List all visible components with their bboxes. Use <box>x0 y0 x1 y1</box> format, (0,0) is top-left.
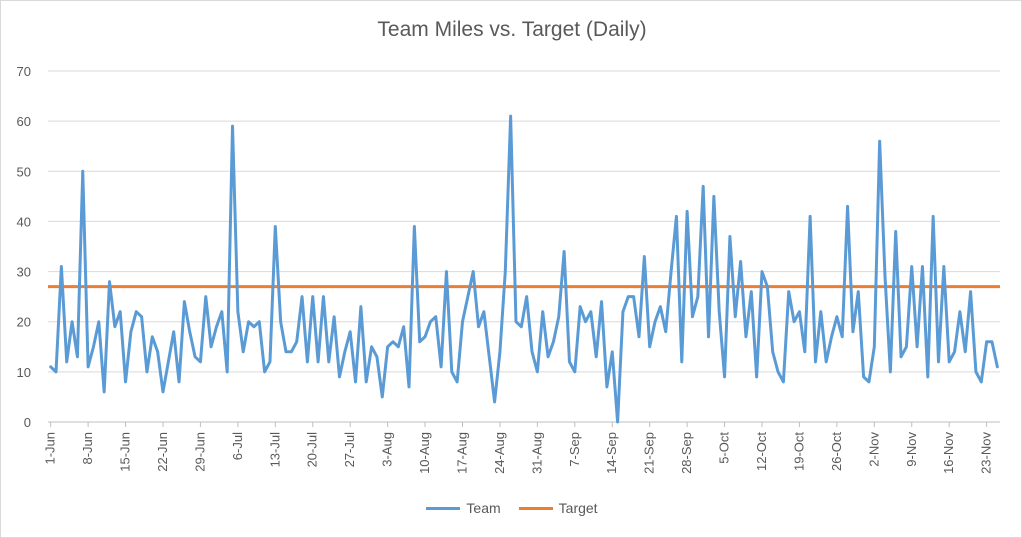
x-tick-label: 1-Jun <box>43 432 58 465</box>
legend: Team Target <box>1 500 1022 516</box>
x-tick-label: 20-Jul <box>305 432 320 468</box>
legend-item-team[interactable]: Team <box>426 500 501 516</box>
x-tick-label: 31-Aug <box>529 432 544 474</box>
x-tick-label: 26-Oct <box>829 432 844 471</box>
legend-label-team: Team <box>466 500 501 516</box>
chart-title: Team Miles vs. Target (Daily) <box>377 18 647 41</box>
y-axis: 0 10 20 30 40 50 60 70 <box>17 64 31 430</box>
x-tick-label: 8-Jun <box>80 432 95 465</box>
chart-plot: 0 10 20 30 40 50 60 70 1-Jun 8-Jun 15-Jun 22-Jun 29… <box>17 64 1000 474</box>
x-tick-label: 7-Sep <box>567 432 582 467</box>
x-tick-label: 23-Nov <box>979 432 994 474</box>
y-tick-label: 10 <box>17 365 31 380</box>
x-tick-label: 29-Jun <box>192 432 207 472</box>
x-tick-label: 5-Oct <box>717 432 732 464</box>
x-tick-label: 28-Sep <box>679 432 694 474</box>
x-tick-label: 13-Jul <box>267 432 282 468</box>
y-tick-label: 40 <box>17 214 31 229</box>
x-tick-label: 6-Jul <box>230 432 245 460</box>
x-tick-label: 3-Aug <box>380 432 395 467</box>
legend-swatch-team <box>426 506 461 510</box>
y-tick-label: 0 <box>24 415 31 430</box>
x-tick-label: 14-Sep <box>604 432 619 474</box>
gridlines <box>48 70 1000 423</box>
legend-item-target[interactable]: Target <box>518 500 598 516</box>
series-team-line <box>49 114 999 424</box>
y-tick-label: 50 <box>17 164 31 179</box>
x-tick-label: 10-Aug <box>417 432 432 474</box>
x-tick-label: 2-Nov <box>866 432 881 467</box>
x-tick-label: 27-Jul <box>342 432 357 468</box>
x-tick-label: 22-Jun <box>155 432 170 472</box>
x-tick-label: 16-Nov <box>941 432 956 474</box>
y-tick-label: 30 <box>17 265 31 280</box>
x-tick-label: 24-Aug <box>492 432 507 474</box>
legend-label-target: Target <box>558 500 598 516</box>
x-tick-label: 19-Oct <box>791 432 806 471</box>
x-tick-label: 12-Oct <box>754 432 769 471</box>
legend-swatch-target <box>518 506 553 510</box>
y-tick-label: 60 <box>17 114 31 129</box>
y-tick-label: 20 <box>17 315 31 330</box>
x-tick-label: 17-Aug <box>454 432 469 474</box>
y-tick-label: 70 <box>17 64 31 79</box>
x-tick-label: 9-Nov <box>904 432 919 467</box>
series <box>48 114 1000 424</box>
x-tick-label: 21-Sep <box>642 432 657 474</box>
x-tick-label: 15-Jun <box>118 432 133 472</box>
x-axis: 1-Jun 8-Jun 15-Jun 22-Jun 29-Jun 6-Jul 13-Jul 2… <box>43 422 994 474</box>
